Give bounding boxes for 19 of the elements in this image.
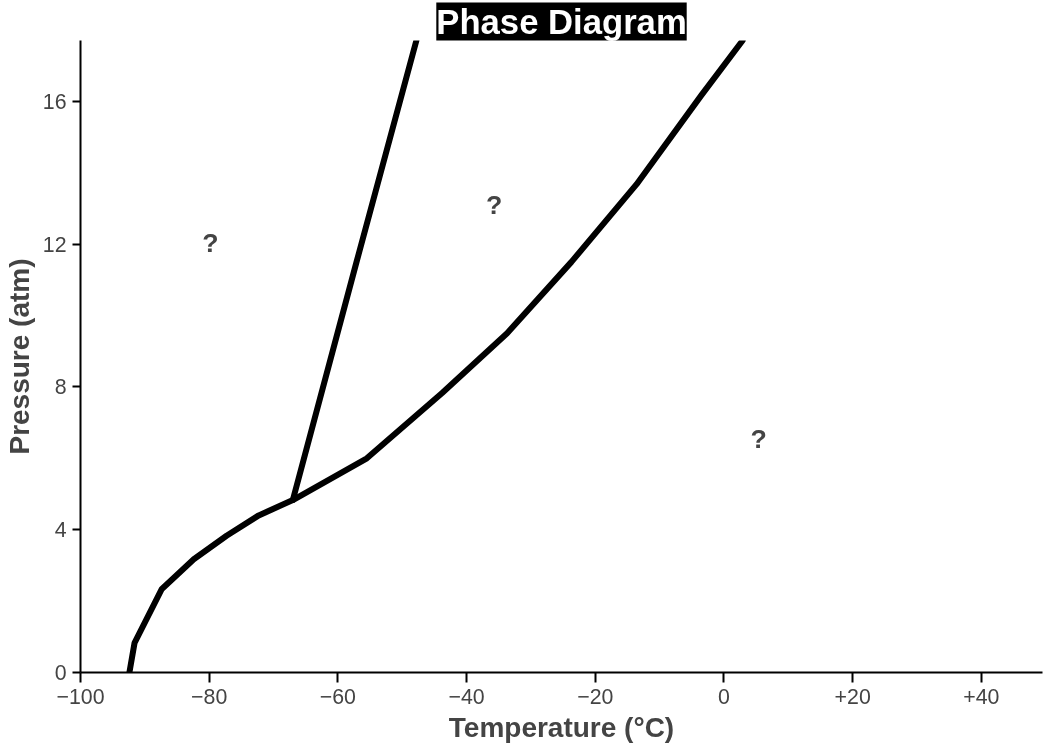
x-tick-label: −40 bbox=[448, 684, 485, 709]
y-tick-label: 4 bbox=[54, 518, 67, 543]
x-tick-label: −100 bbox=[56, 684, 105, 709]
x-tick-label: 0 bbox=[718, 684, 731, 709]
x-tick-label: +40 bbox=[963, 684, 1000, 709]
annotation: ? bbox=[750, 423, 767, 454]
x-tick-label: −20 bbox=[577, 684, 614, 709]
annotation: ? bbox=[486, 189, 503, 220]
y-tick-label: 0 bbox=[54, 661, 67, 685]
x-tick-label: +20 bbox=[834, 684, 871, 709]
y-tick-label: 12 bbox=[42, 232, 67, 257]
y-tick-label: 8 bbox=[54, 375, 67, 400]
x-tick-label: −80 bbox=[191, 684, 228, 709]
chart-title: Phase Diagram bbox=[436, 2, 687, 41]
annotation: ? bbox=[202, 227, 219, 258]
y-tick-label: 16 bbox=[42, 89, 67, 114]
y-axis-title: Pressure (atm) bbox=[3, 258, 35, 455]
x-tick-label: −60 bbox=[319, 684, 357, 709]
x-axis-title: Temperature (°C) bbox=[448, 711, 675, 743]
